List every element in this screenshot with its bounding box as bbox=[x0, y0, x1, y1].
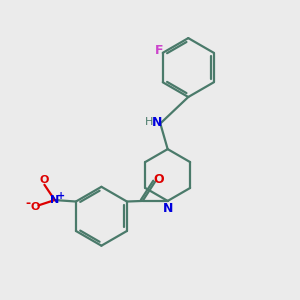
Text: N: N bbox=[50, 195, 59, 205]
Text: +: + bbox=[57, 190, 65, 201]
Text: -: - bbox=[26, 197, 31, 210]
Text: O: O bbox=[153, 173, 164, 186]
Text: F: F bbox=[155, 44, 164, 57]
Text: O: O bbox=[40, 175, 49, 185]
Text: O: O bbox=[30, 202, 40, 212]
Text: H: H bbox=[145, 117, 153, 127]
Text: N: N bbox=[152, 116, 162, 128]
Text: N: N bbox=[163, 202, 173, 215]
